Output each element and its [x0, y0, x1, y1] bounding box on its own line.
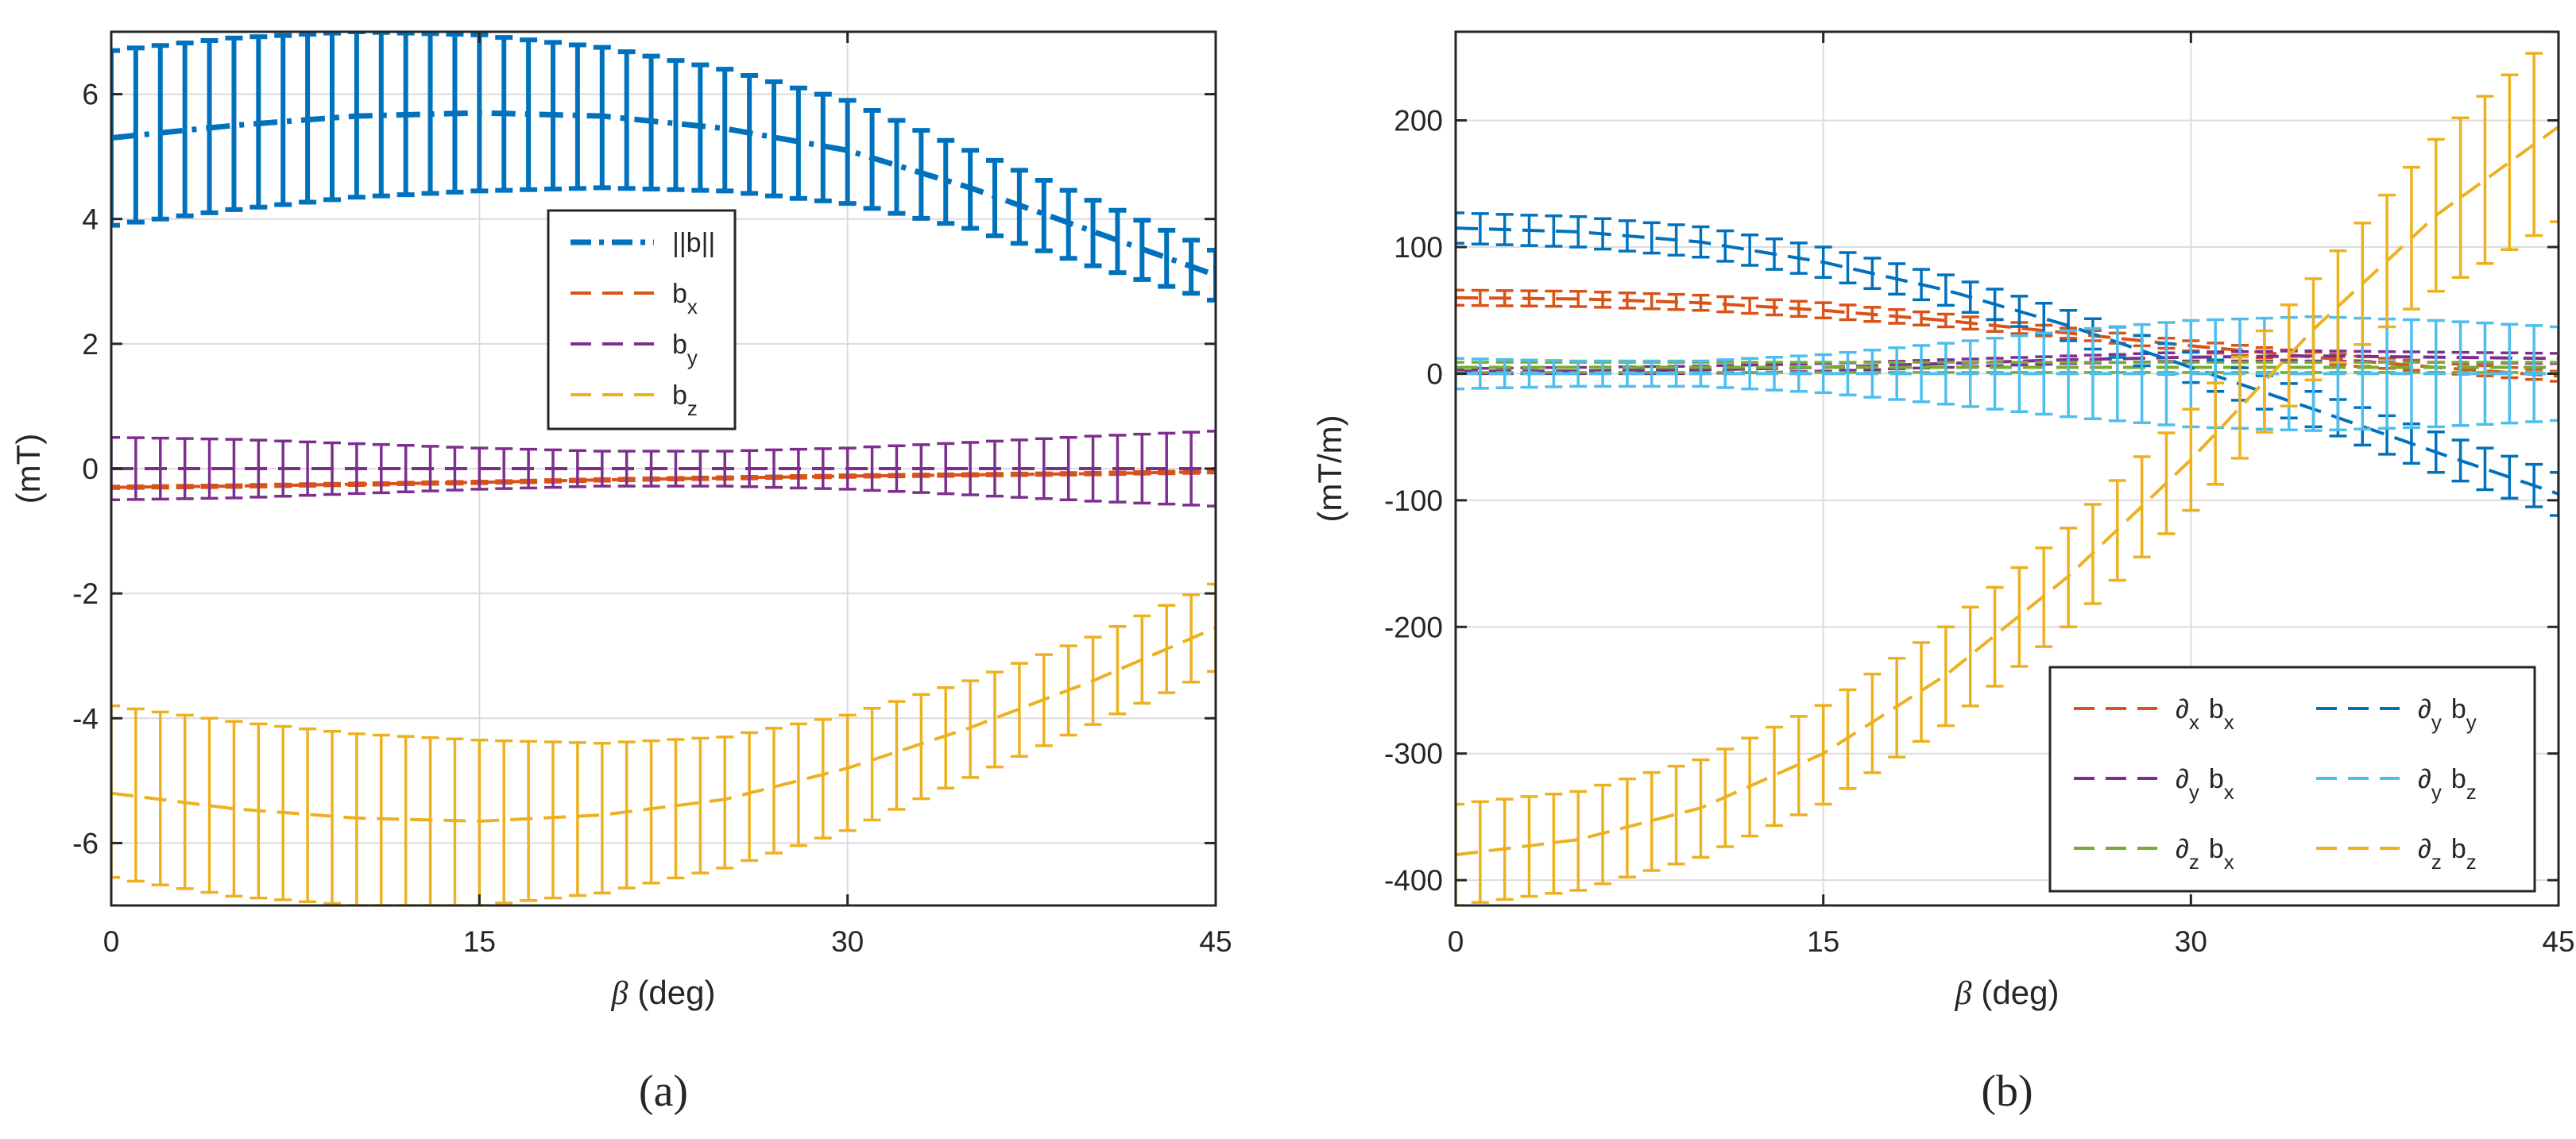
x-axis-label: β (deg)	[1955, 974, 2060, 1012]
legend-item: ∂z bx	[2074, 834, 2234, 874]
legend-item: by	[571, 330, 698, 369]
panel-b-chart: 0 15 30 45 -400 -300 -200 -100 0 100 200 β (deg) (mT/…	[1311, 30, 2575, 1116]
x-tick-label: 30	[831, 925, 864, 958]
x-axis-unit: (deg)	[637, 974, 715, 1011]
series-line	[1456, 354, 2559, 373]
legend-label: ∂y bx	[2176, 764, 2234, 804]
panel-a-chart: 0 15 30 45 -6 -4 -2 0 2 4 6 β (deg) (mT) ||b|| bx by bz (a…	[10, 30, 1232, 1116]
panel-caption: (a)	[639, 1067, 688, 1116]
y-tick-label: 0	[82, 453, 99, 485]
series-line	[1456, 226, 2559, 496]
y-axis-label: (mT/m)	[1311, 415, 1348, 522]
legend: ||b|| bx by bz	[547, 209, 737, 431]
legend-item: ∂y bz	[2316, 764, 2477, 804]
y-tick-label: -100	[1384, 485, 1443, 517]
legend-item: ∂x bx	[2074, 694, 2234, 734]
axes-box	[1454, 30, 2560, 907]
x-tick-label: 0	[1448, 925, 1464, 958]
legend-item: bx	[571, 279, 698, 319]
legend-box	[2048, 666, 2536, 893]
legend-item: bz	[571, 380, 698, 420]
y-tick-label: 0	[1426, 357, 1443, 390]
x-tick-label: 30	[2175, 925, 2207, 958]
series-line	[111, 469, 1216, 489]
legend-label: bx	[672, 279, 698, 319]
series-a-0	[111, 32, 1216, 303]
legend-label: bz	[672, 380, 698, 420]
y-tick-label: -2	[72, 577, 99, 610]
legend-label: ∂z bz	[2418, 834, 2477, 874]
x-tick-label: 15	[463, 925, 496, 958]
legend-label: ||b||	[672, 228, 715, 258]
y-tick-label: 4	[82, 203, 99, 236]
x-tick-label: 45	[2542, 925, 2574, 958]
series-line	[1456, 295, 2559, 378]
y-tick-label: 100	[1394, 231, 1443, 264]
y-tick-label: -6	[72, 827, 99, 859]
x-tick-label: 45	[1199, 925, 1232, 958]
legend-label: ∂z bx	[2176, 834, 2234, 874]
legend-box	[547, 209, 737, 431]
legend-label: by	[672, 330, 698, 369]
legend-item: ∂y by	[2316, 694, 2477, 734]
series-b-5	[1456, 32, 2559, 905]
legend-item: ∂y bx	[2074, 764, 2234, 804]
legend-label: ∂x bx	[2176, 694, 2234, 734]
series-a-2	[111, 430, 1216, 508]
legend-item: ∂z bz	[2316, 834, 2477, 874]
y-tick-label: -300	[1384, 738, 1443, 770]
panel-caption: (b)	[1981, 1067, 2033, 1116]
x-tick-label: 15	[1807, 925, 1839, 958]
y-tick-label: -4	[72, 702, 99, 735]
series-line	[111, 626, 1216, 823]
legend-label: ∂y by	[2418, 694, 2477, 734]
y-tick-label: 2	[82, 328, 99, 361]
x-tick-label: 0	[103, 925, 120, 958]
x-axis-unit: (deg)	[1981, 974, 2059, 1011]
legend-label: ∂y bz	[2418, 764, 2477, 804]
x-axis-symbol: β	[611, 975, 629, 1012]
y-axis-label: (mT)	[10, 434, 47, 504]
legend-item: ||b||	[571, 228, 715, 258]
series-line	[1456, 125, 2559, 857]
y-tick-label: 6	[82, 79, 99, 111]
legend: ∂x bx ∂y bx ∂z bx ∂y by ∂y bz ∂z bz	[2048, 666, 2536, 893]
x-axis-symbol: β	[1955, 975, 1972, 1012]
series-a-3	[111, 582, 1216, 905]
x-axis-label: β (deg)	[611, 974, 716, 1012]
y-tick-label: -200	[1384, 611, 1443, 643]
y-tick-label: 200	[1394, 105, 1443, 137]
y-tick-label: -400	[1384, 864, 1443, 897]
